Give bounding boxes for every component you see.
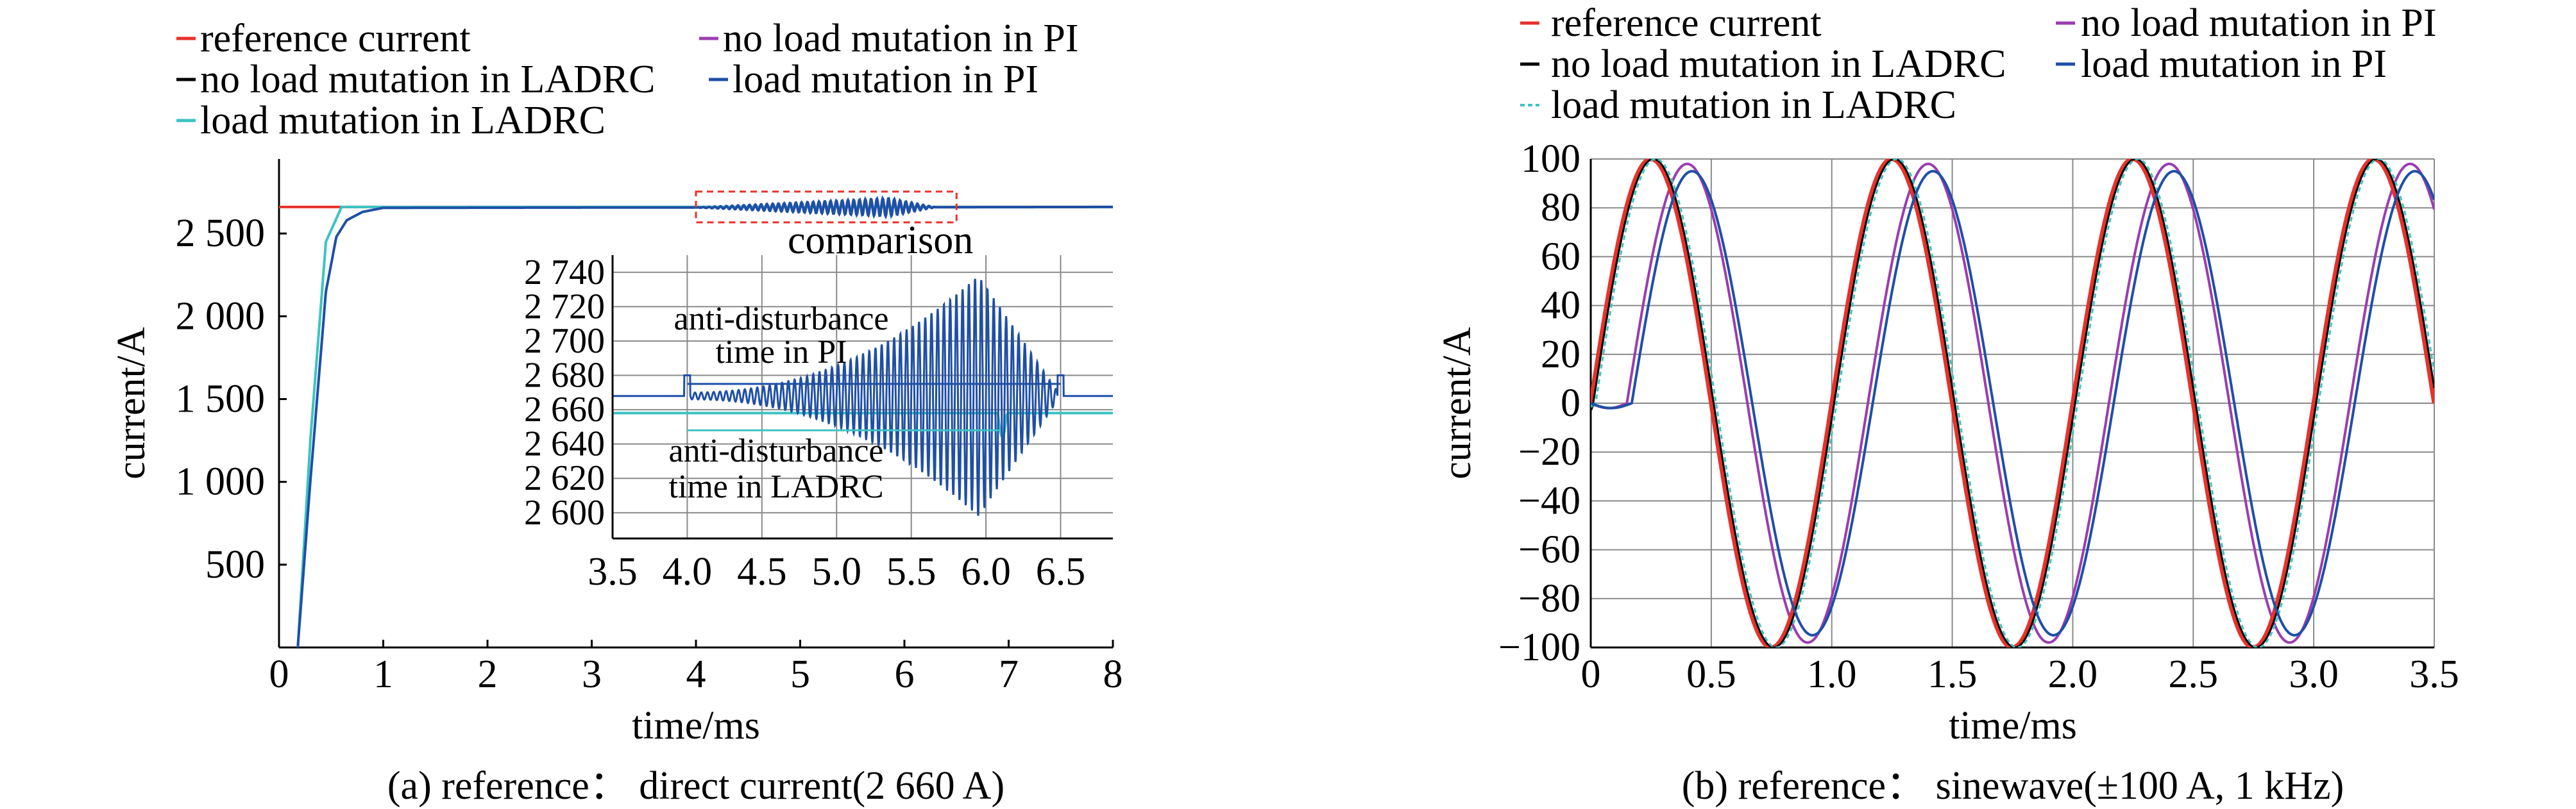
legend-label-pi-noload-a: no load mutation in PI xyxy=(723,17,1079,60)
y-tick-label-b: −80 xyxy=(1518,577,1580,621)
legend-label-ladrc-noload-a: no load mutation in LADRC xyxy=(200,58,656,101)
y-tick-label-a: 1 000 xyxy=(176,460,266,504)
inset-plot-area xyxy=(613,278,1113,516)
legend-label-pi-noload-b: no load mutation in PI xyxy=(2081,1,2437,45)
y-tick-label-b: −60 xyxy=(1518,528,1580,572)
y-tick-label-b: 0 xyxy=(1561,381,1580,425)
x-tick-label-b: 2.0 xyxy=(2048,653,2098,696)
x-tick-label-a: 1 xyxy=(373,653,393,696)
plot-area-b xyxy=(1591,159,2434,647)
x-tick-label-b: 3.0 xyxy=(2289,653,2339,696)
inset-x-tick-label: 5.5 xyxy=(886,550,936,594)
axes-b: 0 0.5 1.0 1.5 2.0 2.5 3.0 3.5 100 80 60 40 20 0 −20 −4… xyxy=(1498,137,2459,696)
inset-note-ladrc-line2: time in LADRC xyxy=(668,469,883,505)
x-tick-label-b: 1.5 xyxy=(1928,653,1978,696)
inset-y-tick-label: 2 640 xyxy=(524,424,605,464)
y-tick-label-a: 2 000 xyxy=(176,294,266,338)
inset-x-tick-label: 3.5 xyxy=(588,550,638,594)
inset-x-tick-label: 6.5 xyxy=(1036,550,1086,594)
x-tick-label-a: 8 xyxy=(1103,653,1123,696)
inset-note-pi-line1: anti-disturbance xyxy=(674,301,889,337)
legend-a: reference current no load mutation in PI… xyxy=(176,17,1079,142)
inset-y-tick-label: 2 660 xyxy=(524,390,605,430)
series-pi-noload-b xyxy=(1591,162,2434,644)
y-tick-label-a: 2 500 xyxy=(176,212,266,255)
y-ticks-a: 500 1 000 1 500 2 000 2 500 xyxy=(176,212,287,587)
x-axis-label-b: time/ms xyxy=(1949,704,2077,747)
inset-y-tick-label: 2 620 xyxy=(524,458,605,498)
legend-b: reference current no load mutation in PI… xyxy=(1520,1,2437,127)
x-tick-label-b: 3.5 xyxy=(2409,653,2459,696)
legend-label-reference-b: reference current xyxy=(1551,1,1822,45)
x-ticks-b: 0 0.5 1.0 1.5 2.0 2.5 3.0 3.5 xyxy=(1581,653,2459,696)
inset-x-ticks: 3.5 4.0 4.5 5.0 5.5 6.0 6.5 xyxy=(588,550,1085,594)
series-ladrc-load-b xyxy=(1591,159,2434,647)
y-tick-label-b: 20 xyxy=(1541,333,1580,376)
inset-x-tick-label: 4.0 xyxy=(663,550,713,594)
comparison-label: comparison xyxy=(788,219,973,262)
x-tick-label-b: 0.5 xyxy=(1686,653,1736,696)
series-pi-load-a xyxy=(296,195,1113,647)
y-tick-label-b: 40 xyxy=(1541,284,1580,328)
y-tick-label-b: −40 xyxy=(1518,479,1580,522)
plot-area-a xyxy=(279,195,1113,647)
inset-series-pi xyxy=(613,278,1113,516)
inset-y-tick-label: 2 720 xyxy=(524,287,605,326)
legend-label-pi-load-a: load mutation in PI xyxy=(733,58,1038,101)
y-axis-label-b: current/A xyxy=(1436,327,1479,480)
inset-y-tick-label: 2 740 xyxy=(524,253,605,292)
legend-label-ladrc-load-b: load mutation in LADRC xyxy=(1551,83,1956,127)
y-ticks-b: 100 80 60 40 20 0 −20 −40 −60 −80 −100 xyxy=(1498,137,1580,669)
x-tick-label-a: 7 xyxy=(999,653,1019,696)
series-pi-load-b xyxy=(1591,170,2434,637)
caption-a: (a) reference： direct current(2 660 A) xyxy=(387,764,1004,808)
chart-b: reference current no load mutation in PI… xyxy=(1436,1,2459,808)
x-tick-label-a: 6 xyxy=(895,653,915,696)
x-tick-label-b: 1.0 xyxy=(1807,653,1857,696)
legend-label-pi-load-b: load mutation in PI xyxy=(2081,42,2387,86)
inset-y-tick-label: 2 680 xyxy=(524,356,605,396)
caption-b: (b) reference： sinewave(±100 A, 1 kHz) xyxy=(1682,764,2344,808)
inset-note-pi-line2: time in PI xyxy=(715,334,847,371)
y-tick-label-b: −100 xyxy=(1498,626,1580,669)
legend-label-ladrc-noload-b: no load mutation in LADRC xyxy=(1551,42,2006,86)
inset-note-ladrc-line1: anti-disturbance xyxy=(669,433,884,469)
y-tick-label-b: 80 xyxy=(1541,186,1580,229)
y-tick-label-a: 1 500 xyxy=(176,378,266,421)
x-tick-label-a: 0 xyxy=(269,653,289,696)
x-tick-label-a: 5 xyxy=(790,653,810,696)
inset-y-tick-label: 2 700 xyxy=(524,321,605,361)
x-tick-label-b: 0 xyxy=(1581,653,1601,696)
y-tick-label-b: −20 xyxy=(1518,430,1580,474)
comparison-box xyxy=(695,190,958,224)
y-tick-label-b: 100 xyxy=(1521,137,1580,181)
y-tick-label-b: 60 xyxy=(1541,235,1580,278)
y-axis-label-a: current/A xyxy=(110,327,153,480)
x-axis-label-a: time/ms xyxy=(632,704,760,747)
inset-x-tick-label: 5.0 xyxy=(812,550,862,594)
inset-y-tick-label: 2 600 xyxy=(524,493,605,533)
x-tick-label-a: 4 xyxy=(686,653,706,696)
inset-x-tick-label: 4.5 xyxy=(737,550,787,594)
y-tick-label-a: 500 xyxy=(205,543,265,587)
inset-x-tick-label: 6.0 xyxy=(961,550,1011,594)
series-reference-b xyxy=(1591,159,2434,647)
legend-label-reference-a: reference current xyxy=(200,17,471,60)
x-tick-label-b: 2.5 xyxy=(2169,653,2219,696)
axes-a: 0 1 2 3 4 5 6 7 8 500 1 000 1 500 2 000 2 500 xyxy=(176,159,1123,696)
legend-label-ladrc-load-a: load mutation in LADRC xyxy=(200,99,606,142)
x-ticks-a: 0 1 2 3 4 5 6 7 8 xyxy=(269,640,1123,696)
series-ladrc-noload-b xyxy=(1591,159,2434,647)
x-tick-label-a: 3 xyxy=(582,653,602,696)
x-tick-label-a: 2 xyxy=(478,653,498,696)
chart-a: reference current no load mutation in PI… xyxy=(110,17,1123,808)
